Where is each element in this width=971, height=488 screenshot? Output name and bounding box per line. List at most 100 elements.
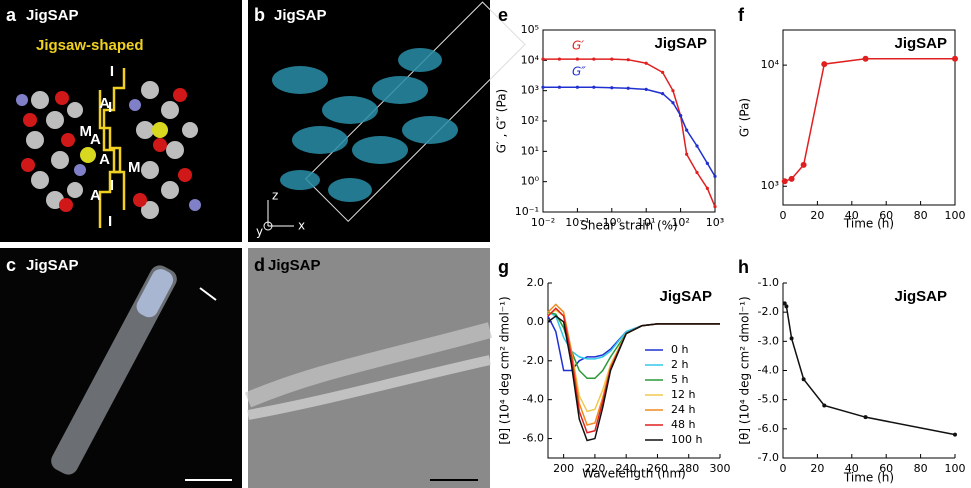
point [541, 57, 545, 61]
panel-label: g [498, 257, 509, 277]
legend-label: 5 h [671, 373, 688, 386]
panel-label: f [738, 5, 745, 25]
x-tick-label: 300 [710, 462, 731, 475]
point [671, 89, 675, 93]
y-tick-label: 10³ [521, 84, 539, 97]
plot-frame [542, 29, 716, 213]
segment-label: I [108, 99, 112, 116]
caption: Jigsaw-shaped [36, 37, 144, 54]
panel-title: JigSAP [26, 257, 79, 274]
annotation: JigSAP [659, 288, 712, 305]
legend-label: 100 h [671, 433, 702, 446]
x-tick-label: 280 [678, 462, 699, 475]
y-tick-label: 10⁴ [521, 53, 540, 66]
y-tick-label: 10² [521, 114, 539, 127]
panel-b-image [248, 0, 490, 242]
point [695, 144, 699, 148]
panel-a-molecules [16, 68, 201, 228]
point [705, 161, 709, 166]
point [575, 85, 580, 89]
x-tick-label: 80 [914, 462, 928, 475]
panel-title: JigSAP [26, 7, 79, 24]
x-tick-label: 80 [914, 209, 928, 222]
y-tick-label: 10³ [761, 179, 779, 192]
point [592, 85, 596, 89]
y-axis-label: [θ] (10⁴ deg cm² dmol⁻¹) [498, 296, 512, 444]
point [781, 178, 788, 185]
x-tick-label: 10¹ [637, 216, 655, 229]
panel-label: d [254, 255, 265, 275]
point [784, 304, 789, 309]
point [661, 70, 665, 75]
x-tick-label: 10⁻¹ [565, 216, 589, 229]
y-tick-label: 10⁰ [521, 175, 540, 188]
legend-label: 24 h [671, 403, 695, 416]
x-tick-label: 20 [810, 209, 824, 222]
point [713, 205, 717, 209]
point [713, 174, 717, 178]
x-tick-label: 60 [879, 462, 893, 475]
segment-label: I [108, 213, 112, 230]
point [782, 301, 787, 306]
y-tick-label: -2.0 [523, 354, 544, 367]
point [788, 175, 795, 182]
y-tick-label: -4.0 [758, 364, 779, 377]
x-tick-label: 240 [616, 462, 637, 475]
segment-label: M [128, 159, 141, 176]
annotation: JigSAP [894, 288, 947, 305]
y-axis-label: G′ (Pa) [738, 98, 752, 137]
panel-c-tube [51, 265, 232, 481]
x-axis-label: Wavelength (nm) [582, 467, 686, 481]
point [541, 85, 545, 89]
point [789, 336, 794, 341]
x-tick-label: 60 [879, 209, 893, 222]
x-tick-label: 200 [553, 462, 574, 475]
plot-frame [782, 29, 956, 206]
panel-title: JigSAP [268, 257, 321, 274]
segment-label: I [110, 63, 114, 80]
y-tick-label: 0.0 [527, 315, 545, 328]
legend-label: 2 h [671, 358, 688, 371]
panel-a-image [0, 0, 242, 242]
y-tick-label: 2.0 [527, 276, 545, 289]
point [801, 377, 806, 382]
segment-label: M [80, 123, 93, 140]
y-tick-label: -6.0 [523, 432, 544, 445]
y-tick-label: -6.0 [758, 422, 779, 435]
panel-label: a [6, 5, 17, 25]
series-label: G″ [572, 65, 586, 79]
point [952, 55, 958, 62]
x-axis-label: Time (h) [843, 217, 894, 231]
point [626, 86, 630, 90]
series-line [784, 57, 955, 182]
point [705, 186, 709, 190]
point [953, 432, 957, 437]
x-tick-label: 100 [945, 462, 966, 475]
y-tick-label: 10⁴ [761, 58, 780, 71]
series-line [547, 311, 720, 360]
x-tick-label: 220 [584, 462, 605, 475]
series-line [543, 58, 716, 207]
y-axis-label: G′ , G″ (Pa) [495, 89, 509, 153]
x-tick-label: 10⁰ [603, 216, 622, 229]
y-tick-label: -1.0 [758, 276, 779, 289]
point [679, 114, 683, 118]
x-tick-label: 40 [845, 209, 859, 222]
y-tick-label: 10⁻¹ [515, 205, 539, 218]
point [626, 58, 630, 62]
x-tick-label: 10⁻² [531, 216, 555, 229]
point [695, 170, 699, 175]
panel-label: e [498, 5, 508, 25]
x-tick-label: 100 [945, 209, 966, 222]
segment-label: I [110, 177, 114, 194]
point [800, 161, 807, 168]
point [557, 85, 562, 89]
panel-label: c [6, 255, 16, 275]
point [821, 61, 828, 68]
point [610, 86, 614, 90]
point [685, 128, 689, 132]
x-tick-label: 0 [780, 209, 787, 222]
point [610, 57, 614, 61]
y-tick-label: -4.0 [523, 393, 544, 406]
axis-lines [547, 283, 720, 459]
